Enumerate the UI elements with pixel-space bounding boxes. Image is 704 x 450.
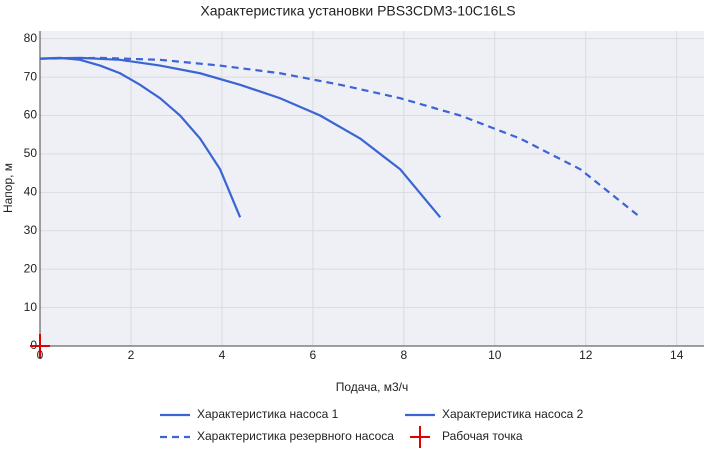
y-axis-label: Напор, м [1, 163, 15, 213]
x-axis-label: Подача, м3/ч [336, 380, 409, 394]
series-line [39, 56, 242, 218]
chart-title: Характеристика установки PBS3CDM3-10C16L… [200, 3, 515, 19]
plot-area [40, 31, 704, 346]
x-tick-label: 14 [670, 348, 684, 362]
x-tick-label: 6 [310, 348, 317, 362]
y-tick-label: 30 [24, 223, 38, 237]
legend-label: Характеристика насоса 1 [197, 407, 339, 421]
x-tick-label: 2 [128, 348, 135, 362]
series-line [39, 56, 642, 219]
y-tick-label: 60 [24, 108, 38, 122]
y-tick-label: 50 [24, 146, 38, 160]
x-tick-label: 10 [488, 348, 502, 362]
y-tick-label: 10 [24, 300, 38, 314]
x-tick-label: 8 [400, 348, 407, 362]
y-tick-label: 80 [24, 31, 38, 45]
legend-label: Характеристика резервного насоса [197, 429, 394, 443]
legend-label: Характеристика насоса 2 [442, 407, 584, 421]
x-tick-label: 12 [579, 348, 593, 362]
y-tick-label: 40 [24, 185, 38, 199]
legend-label: Рабочая точка [442, 429, 523, 443]
work-point [30, 334, 50, 358]
legend-symbol [410, 426, 430, 448]
x-tick-label: 4 [219, 348, 226, 362]
y-tick-label: 70 [24, 69, 38, 83]
y-tick-label: 20 [24, 261, 38, 275]
